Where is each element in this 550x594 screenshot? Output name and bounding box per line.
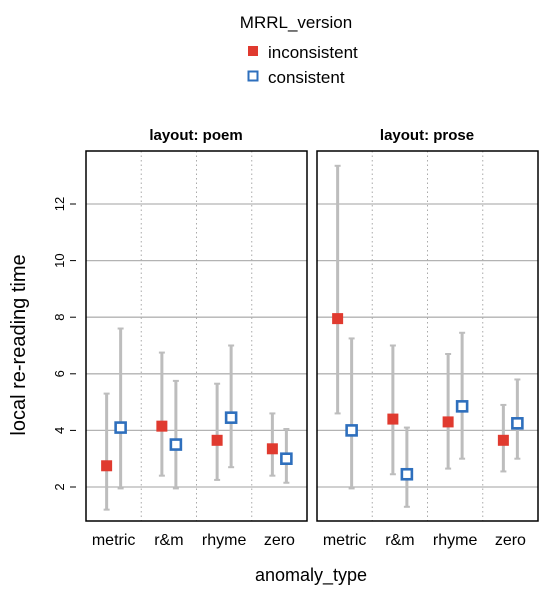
point-consistent xyxy=(169,438,183,451)
x-tick-label: metric xyxy=(92,532,136,549)
point-inconsistent xyxy=(101,460,113,472)
point-inconsistent xyxy=(332,313,344,325)
panel-title-poem: layout: poem xyxy=(149,127,242,144)
legend-title: MRRL_version xyxy=(240,13,352,32)
point-consistent xyxy=(224,411,238,424)
x-axis-label: anomaly_type xyxy=(255,565,367,586)
plot-layer xyxy=(85,150,539,522)
point-consistent xyxy=(400,467,414,481)
y-tick-label: 2 xyxy=(52,483,67,490)
point-inconsistent xyxy=(497,434,509,446)
x-tick-label: zero xyxy=(264,532,295,549)
legend-label-consistent: consistent xyxy=(268,68,345,87)
panel-border xyxy=(85,150,308,522)
legend-marker-consistent xyxy=(247,70,259,82)
point-inconsistent xyxy=(156,420,168,432)
legend-label-inconsistent: inconsistent xyxy=(268,43,358,62)
point-consistent xyxy=(114,421,127,434)
x-tick-label: r&m xyxy=(385,532,414,549)
x-tick-label: rhyme xyxy=(202,532,247,549)
legend-marker-inconsistent xyxy=(248,46,258,56)
point-inconsistent xyxy=(266,443,278,455)
point-inconsistent xyxy=(211,434,223,446)
y-axis-label: local re-reading time xyxy=(8,254,30,435)
y-tick-label: 12 xyxy=(52,197,67,211)
x-tick-label: rhyme xyxy=(433,532,478,549)
x-tick-label: metric xyxy=(323,532,367,549)
point-inconsistent xyxy=(387,413,399,425)
y-tick-label: 6 xyxy=(52,370,67,377)
y-tick-label: 10 xyxy=(52,253,67,267)
y-tick-label: 4 xyxy=(52,427,67,434)
y-tick-label: 8 xyxy=(52,314,67,321)
legend: MRRL_version inconsistent consistent xyxy=(240,13,358,87)
panel-title-prose: layout: prose xyxy=(380,127,474,144)
x-tick-label: zero xyxy=(495,532,526,549)
point-consistent xyxy=(455,400,469,413)
point-consistent xyxy=(511,417,524,430)
panel-border xyxy=(316,150,539,522)
x-axis: metric r&m rhyme zero metric r&m rhyme zero xyxy=(92,532,526,549)
point-consistent xyxy=(345,424,358,437)
panel-0 xyxy=(85,150,308,522)
point-inconsistent xyxy=(442,416,454,428)
panel-1 xyxy=(316,150,539,522)
x-tick-label: r&m xyxy=(154,532,183,549)
point-consistent xyxy=(280,452,293,466)
y-axis: 2 4 6 8 10 12 xyxy=(52,197,76,491)
